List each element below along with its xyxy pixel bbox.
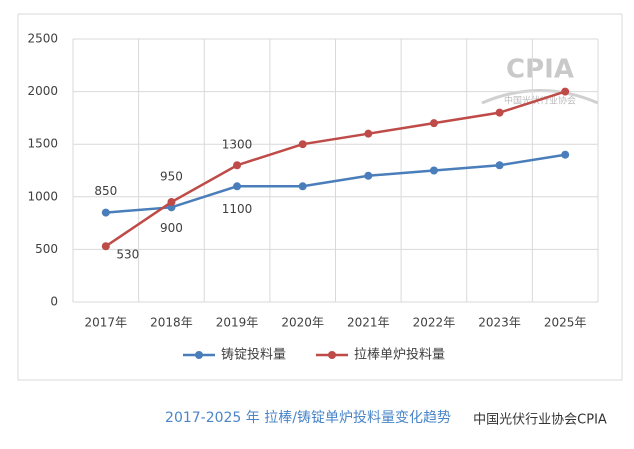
x-tick-label: 2021年 xyxy=(347,316,390,330)
data-label: 530 xyxy=(116,248,139,262)
point xyxy=(101,208,110,217)
point xyxy=(233,161,242,170)
y-tick-label: 1000 xyxy=(27,189,58,203)
caption: 2017-2025 年 拉棒/铸锭单炉投料量变化趋势 xyxy=(165,410,451,426)
series-line xyxy=(105,90,566,248)
legend-label: 拉棒单炉投料量 xyxy=(354,347,445,363)
x-tick-label: 2025年 xyxy=(544,316,587,330)
legend-marker xyxy=(195,351,203,359)
point xyxy=(364,129,373,138)
point xyxy=(561,150,570,159)
legend-label: 铸锭投料量 xyxy=(221,347,286,363)
legend-marker xyxy=(328,351,337,359)
y-tick-label: 1500 xyxy=(27,137,58,151)
x-tick-label: 2019年 xyxy=(216,316,259,330)
logo-title: CPIA xyxy=(506,55,574,85)
data-label: 900 xyxy=(160,221,183,235)
data-label: 950 xyxy=(160,170,183,184)
watermark: 中国光伏行业协会CPIA xyxy=(473,413,607,428)
point xyxy=(561,87,570,96)
point xyxy=(167,198,176,207)
point xyxy=(298,182,307,191)
y-tick-label: 0 xyxy=(50,295,58,309)
x-tick-label: 2022年 xyxy=(413,316,456,330)
point xyxy=(233,182,242,191)
data-label: 1100 xyxy=(222,202,253,216)
point xyxy=(364,171,373,180)
chart-border xyxy=(17,13,623,381)
point xyxy=(429,119,438,128)
point xyxy=(101,242,110,251)
y-tick-label: 2500 xyxy=(27,32,58,46)
point xyxy=(298,140,307,149)
x-tick-label: 2020年 xyxy=(281,316,324,330)
point xyxy=(495,108,504,117)
x-tick-label: 2017年 xyxy=(85,316,128,330)
data-label: 1300 xyxy=(222,138,253,152)
y-tick-label: 500 xyxy=(35,242,58,256)
point xyxy=(495,161,504,170)
data-label: 850 xyxy=(94,184,117,198)
x-tick-label: 2018年 xyxy=(150,316,193,330)
x-tick-label: 2023年 xyxy=(478,316,521,330)
logo-arc xyxy=(481,89,599,105)
series-line xyxy=(105,153,566,214)
point xyxy=(429,166,438,175)
y-tick-label: 2000 xyxy=(27,84,58,98)
